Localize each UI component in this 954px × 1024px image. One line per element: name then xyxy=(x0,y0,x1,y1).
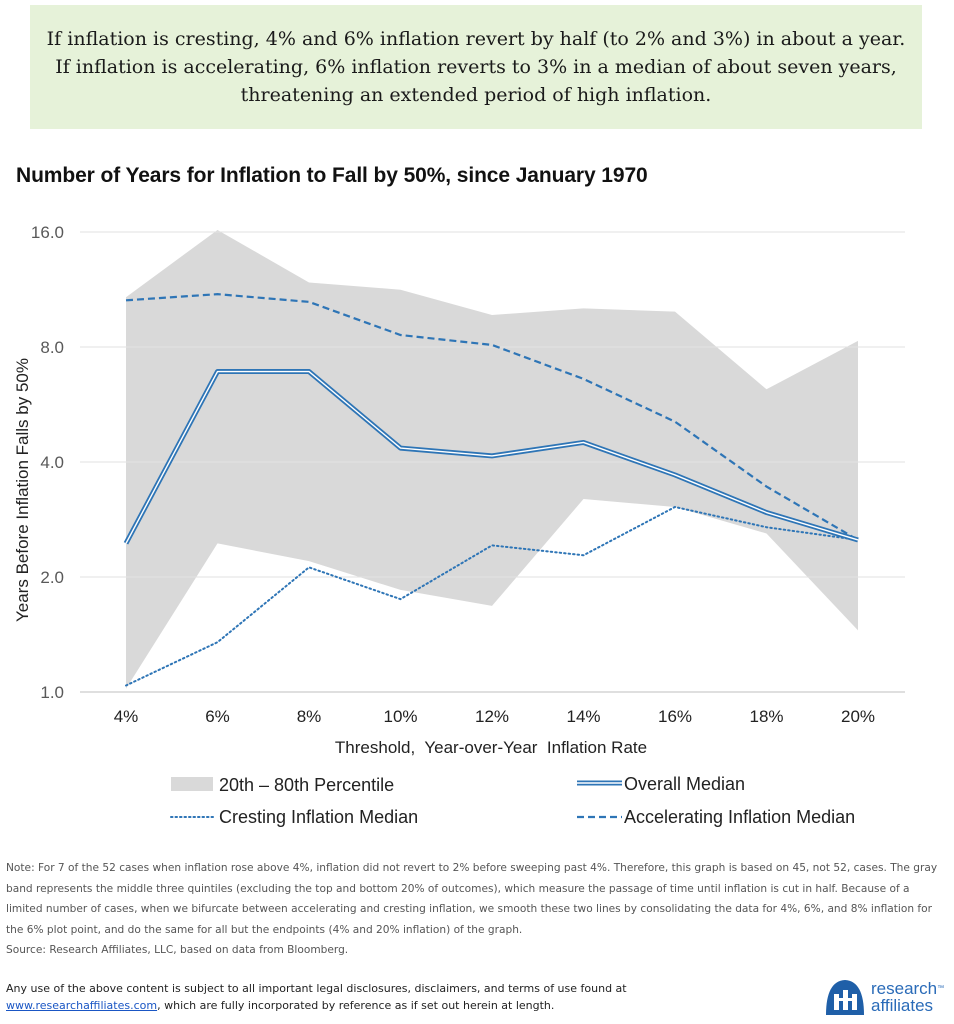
percentile-band xyxy=(126,229,858,689)
disclaimer: Any use of the above content is subject … xyxy=(6,980,766,1014)
band-layer xyxy=(126,229,858,689)
series-accelerating-median-line xyxy=(125,293,859,541)
disclaimer-text: Any use of the above content is subject … xyxy=(6,982,627,995)
website-link[interactable]: www.researchaffiliates.com xyxy=(6,999,158,1012)
logo-wordmark: research™ affiliates xyxy=(871,980,944,1014)
y-tick-label: 16.0 xyxy=(31,223,64,242)
series-overall-median-inner xyxy=(125,370,859,544)
axis-layer: 1.0 2.0 4.0 8.0 16.0 4% 6% 8% 10% 12% 14% 16% 18% 20%… xyxy=(13,223,905,757)
banner-line-2: If inflation is accelerating, 6% inflati… xyxy=(55,56,897,78)
y-tick-label: 2.0 xyxy=(40,568,64,587)
y-tick-label: 1.0 xyxy=(40,683,64,702)
legend-label-accelerating: Accelerating Inflation Median xyxy=(624,807,855,827)
x-tick-label: 14% xyxy=(566,707,600,726)
x-tick-label: 16% xyxy=(658,707,692,726)
research-affiliates-logo: research™ affiliates xyxy=(823,975,951,1019)
x-tick-label: 20% xyxy=(841,707,875,726)
banner-line-1: If inflation is cresting, 4% and 6% infl… xyxy=(46,28,906,50)
headline-banner: If inflation is cresting, 4% and 6% infl… xyxy=(30,5,922,129)
chart-title: Number of Years for Inflation to Fall by… xyxy=(16,164,648,187)
y-tick-label: 4.0 xyxy=(40,453,64,472)
x-tick-label: 12% xyxy=(475,707,509,726)
x-axis-title: Threshold, Year-over-Year Inflation Rate xyxy=(335,738,647,757)
legend-label-overall: Overall Median xyxy=(624,774,745,794)
logo-mark-icon xyxy=(826,980,864,1015)
logo-line-1: research xyxy=(871,979,938,998)
footnote: Note: For 7 of the 52 cases when inflati… xyxy=(6,858,946,961)
disclaimer-tail: , which are fully incorporated by refere… xyxy=(157,999,555,1012)
y-tick-label: 8.0 xyxy=(40,338,64,357)
x-tick-label: 4% xyxy=(114,707,139,726)
legend-swatch-band xyxy=(171,777,213,791)
x-tick-label: 10% xyxy=(383,707,417,726)
x-tick-label: 8% xyxy=(297,707,322,726)
series-layer xyxy=(123,293,859,687)
y-axis-title: Years Before Inflation Falls by 50% xyxy=(13,358,32,622)
logo-tm: ™ xyxy=(937,985,945,992)
banner-line-3: threatening an extended period of high i… xyxy=(240,84,712,106)
source-text: Source: Research Affiliates, LLC, based … xyxy=(6,944,349,956)
x-tick-label: 18% xyxy=(749,707,783,726)
chart-canvas: 1.0 2.0 4.0 8.0 16.0 4% 6% 8% 10% 12% 14% 16% 18% 20%… xyxy=(13,223,905,827)
legend-label-band: 20th – 80th Percentile xyxy=(219,775,394,795)
series-cresting-median-line xyxy=(125,505,859,687)
logo-line-2: affiliates xyxy=(871,996,934,1015)
x-tick-label: 6% xyxy=(205,707,230,726)
legend-layer: 20th – 80th Percentile Overall Median Cres… xyxy=(170,774,855,827)
note-text: Note: For 7 of the 52 cases when inflati… xyxy=(6,862,938,936)
legend-label-cresting: Cresting Inflation Median xyxy=(219,807,418,827)
